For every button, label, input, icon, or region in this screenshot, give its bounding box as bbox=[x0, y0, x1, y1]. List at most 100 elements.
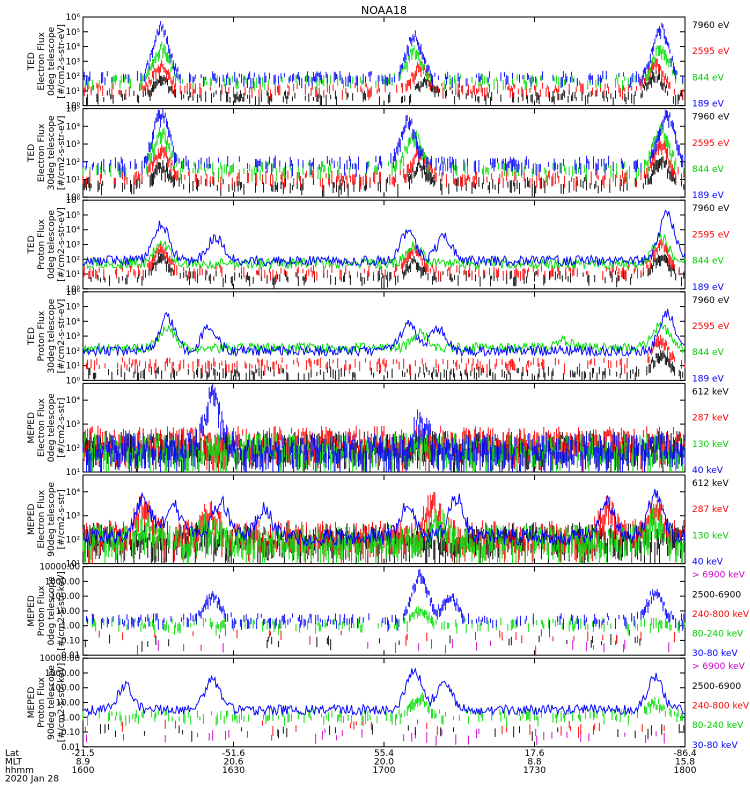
series-marks bbox=[83, 57, 684, 101]
y-tick-label: 1000.00 bbox=[45, 669, 80, 679]
legend-entry: > 6900 keV bbox=[692, 571, 746, 581]
x-tick-label: 1700 bbox=[373, 766, 396, 776]
series-marks bbox=[82, 692, 684, 728]
y-axis-label: Proton Flux bbox=[37, 219, 47, 270]
series-2500-6900 bbox=[99, 724, 685, 742]
x-row-label: hhmm bbox=[5, 766, 34, 776]
series-40-kev bbox=[82, 383, 686, 472]
legend-entry: 2595 eV bbox=[692, 139, 730, 149]
y-tick-label: 10⁴ bbox=[66, 226, 81, 236]
legend-entry: 844 eV bbox=[692, 348, 725, 358]
series-marks bbox=[82, 108, 686, 178]
series-marks bbox=[84, 634, 641, 652]
x-tick-label: 8.9 bbox=[76, 757, 91, 767]
y-axis-label: Electron Flux bbox=[37, 123, 47, 182]
series-marks bbox=[98, 629, 676, 646]
y-axis-label: 0deg telescope bbox=[47, 26, 57, 96]
y-tick-label: 1.00 bbox=[61, 622, 80, 632]
legend-entry: 189 eV bbox=[692, 100, 725, 110]
x-tick-label: 55.4 bbox=[374, 749, 394, 759]
x-row-label: MLT bbox=[5, 757, 23, 767]
y-axis-label: Electron Flux bbox=[37, 489, 47, 548]
legend-entry: 2595 eV bbox=[692, 230, 730, 240]
y-axis-label: TED bbox=[27, 144, 37, 163]
legend-entry: 240-800 keV bbox=[692, 610, 750, 620]
y-tick-label: 0.01 bbox=[61, 743, 80, 753]
y-axis-label: 0deg telescope bbox=[47, 393, 57, 463]
y-tick-label: 10⁰ bbox=[66, 285, 81, 295]
series-marks bbox=[86, 728, 665, 746]
y-axis-label: [#/cm2-s-str-eV] bbox=[57, 24, 67, 99]
legend-entry: 80-240 keV bbox=[692, 630, 744, 640]
y-tick-label: 10000.00 bbox=[39, 563, 80, 573]
y-axis-label: 90deg telescope bbox=[47, 665, 57, 740]
series-marks bbox=[99, 724, 685, 742]
series-80-240-kev bbox=[82, 692, 684, 728]
series-2595-ev bbox=[83, 57, 684, 101]
y-axis-label: Electron Flux bbox=[37, 398, 47, 457]
y-axis-label: Electron Flux bbox=[37, 31, 47, 90]
y-axis-label: MEPED bbox=[27, 412, 37, 444]
x-tick-label: -86.4 bbox=[673, 749, 697, 759]
y-axis-label: [#/cm2-s-str] bbox=[57, 398, 67, 458]
series-240-800-kev bbox=[98, 629, 676, 646]
series-7960-ev bbox=[82, 156, 686, 198]
legend-entry: 7960 eV bbox=[692, 296, 730, 306]
y-tick-label: 10.00 bbox=[56, 607, 80, 617]
y-tick-label: 10⁰ bbox=[66, 376, 81, 386]
series--6900-kev bbox=[136, 639, 670, 656]
panel-frame bbox=[82, 657, 686, 748]
y-axis-label: Proton Flux bbox=[37, 310, 47, 361]
y-tick-label: 10⁵ bbox=[66, 105, 80, 115]
y-tick-label: 10000.00 bbox=[39, 654, 80, 664]
y-axis-label: Proton Flux bbox=[37, 677, 47, 728]
series-marks bbox=[86, 569, 686, 631]
y-axis-label: MEPED bbox=[27, 503, 37, 535]
y-tick-label: 10⁰ bbox=[66, 193, 81, 203]
legend-entry: 7960 eV bbox=[692, 204, 730, 214]
series-189-ev bbox=[82, 209, 686, 267]
x-axis-labels: LatMLThhmm-21.58.91600-51.620.6163055.42… bbox=[5, 749, 697, 785]
x-tick-label: 20.0 bbox=[374, 757, 394, 767]
legend-entry: 40 keV bbox=[692, 466, 724, 476]
y-tick-label: 10⁵ bbox=[66, 211, 80, 221]
series-marks bbox=[86, 606, 686, 636]
panel-7: 0.01 0.10 1.00 10.00 100.00 1000.00 10000.00 ME… bbox=[27, 563, 750, 662]
y-tick-label: 10³ bbox=[66, 57, 80, 67]
y-axis-label: TED bbox=[27, 327, 37, 346]
series-marks bbox=[82, 383, 686, 472]
legend-entry: 240-800 keV bbox=[692, 702, 750, 712]
y-axis-label: 0deg telescope bbox=[47, 210, 57, 280]
panel-6: 10¹ 10² 10³ 10⁴ MEPED Electron Flux 90deg tele… bbox=[27, 474, 729, 570]
x-tick-label: -51.6 bbox=[222, 749, 246, 759]
y-axis-label: [#/cm2-s-str-keV] bbox=[57, 571, 67, 650]
series-marks bbox=[83, 21, 684, 89]
y-tick-label: 100.00 bbox=[50, 684, 80, 694]
y-tick-label: 10² bbox=[66, 72, 80, 82]
y-tick-label: 10³ bbox=[66, 140, 80, 150]
y-axis-label: [#/cm2-s-str] bbox=[57, 489, 67, 549]
series-30-80-kev bbox=[86, 569, 686, 631]
panel-2: 10⁰ 10¹ 10² 10³ 10⁴ 10⁵ TED Electron Flux 30deg … bbox=[27, 105, 730, 204]
series-marks bbox=[136, 639, 670, 656]
x-tick-label: 1630 bbox=[222, 766, 245, 776]
y-tick-label: 10⁴ bbox=[66, 488, 81, 498]
legend-entry: 2500-6900 bbox=[692, 590, 741, 600]
series-189-ev bbox=[83, 21, 684, 89]
panel-frame bbox=[82, 566, 686, 656]
y-axis-label: [#/cm2-s-str-eV] bbox=[57, 299, 67, 374]
y-tick-label: 10² bbox=[66, 347, 80, 357]
legend-entry: 130 keV bbox=[692, 440, 729, 450]
legend-entry: 7960 eV bbox=[692, 113, 730, 123]
series--6900-kev bbox=[86, 728, 665, 746]
y-axis-label: MEPED bbox=[27, 687, 37, 719]
y-tick-label: 10⁴ bbox=[66, 396, 81, 406]
x-tick-label: 1730 bbox=[523, 766, 546, 776]
legend-entry: 7960 eV bbox=[692, 21, 730, 31]
legend-entry: 189 eV bbox=[692, 191, 725, 201]
series-189-ev bbox=[82, 308, 686, 358]
legend-entry: 189 eV bbox=[692, 283, 725, 293]
y-axis-label: 0deg telescope bbox=[47, 576, 57, 646]
y-tick-label: 10⁰ bbox=[66, 102, 81, 112]
